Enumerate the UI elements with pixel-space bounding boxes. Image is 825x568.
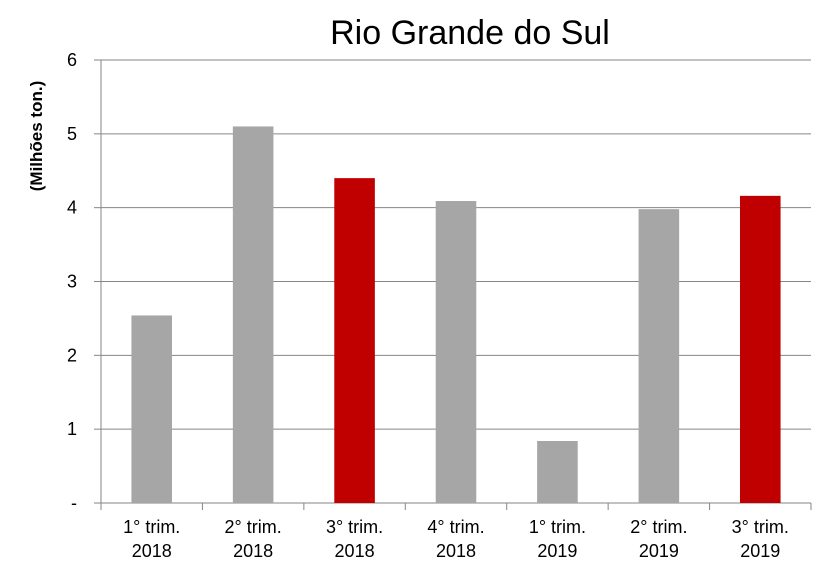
x-tick-label: 4° trim.	[427, 517, 484, 537]
bar-1	[131, 315, 172, 503]
bar-2	[232, 126, 274, 503]
bar-5	[537, 440, 578, 503]
x-tick-label: 2019	[639, 541, 679, 561]
x-tick-label: 2018	[132, 541, 172, 561]
x-tick-label: 3° trim.	[732, 517, 789, 537]
bar-4	[435, 201, 477, 503]
x-tick-label: 2018	[233, 541, 273, 561]
y-tick-labels: - 1 2 3 4 5 6	[67, 50, 77, 513]
x-tick-label: 1° trim.	[529, 517, 586, 537]
y-tick-label: 3	[67, 272, 77, 292]
x-tick-label: 2° trim.	[225, 517, 282, 537]
bar-6	[638, 209, 680, 504]
y-tick-label: 2	[67, 345, 77, 365]
y-tick-label: 4	[67, 198, 77, 218]
x-tick-label: 1° trim.	[123, 517, 180, 537]
bar-3	[334, 178, 375, 503]
x-tick-label: 2019	[537, 541, 577, 561]
x-tick-label: 2018	[335, 541, 375, 561]
bar-7	[740, 195, 781, 503]
y-tick-label: -	[71, 493, 77, 513]
y-tick-label: 6	[67, 50, 77, 70]
x-tick-label: 2019	[740, 541, 780, 561]
x-tick-label: 2018	[436, 541, 476, 561]
y-axis-label: (Milhões ton.)	[27, 81, 46, 191]
bars	[131, 126, 781, 504]
y-tick-label: 5	[67, 124, 77, 144]
x-tick-label: 2° trim.	[630, 517, 687, 537]
x-tick-label: 3° trim.	[326, 517, 383, 537]
chart-title: Rio Grande do Sul	[330, 14, 610, 52]
y-tick-label: 1	[67, 419, 77, 439]
x-tick-labels: 1° trim. 2018 2° trim. 2018 3° trim. 2018 4° t…	[123, 517, 789, 561]
